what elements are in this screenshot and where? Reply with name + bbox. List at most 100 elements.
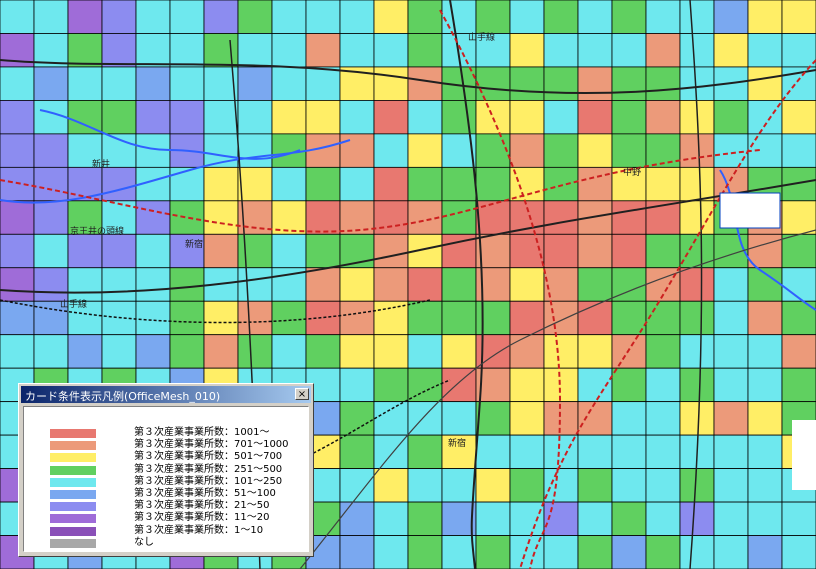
- mesh-cell[interactable]: [203, 166, 239, 202]
- mesh-cell[interactable]: [373, 501, 409, 536]
- mesh-cell[interactable]: [271, 200, 307, 235]
- mesh-cell[interactable]: [781, 233, 816, 269]
- mesh-cell[interactable]: [135, 0, 171, 34]
- mesh-cell[interactable]: [475, 133, 511, 168]
- mesh-cell[interactable]: [509, 66, 545, 101]
- mesh-cell[interactable]: [713, 300, 749, 336]
- mesh-cell[interactable]: [339, 200, 375, 235]
- mesh-cell[interactable]: [441, 434, 477, 469]
- mesh-cell[interactable]: [645, 501, 681, 536]
- mesh-cell[interactable]: [611, 166, 647, 202]
- mesh-cell[interactable]: [713, 468, 749, 503]
- mesh-cell[interactable]: [67, 66, 103, 101]
- mesh-cell[interactable]: [781, 267, 816, 302]
- mesh-cell[interactable]: [781, 501, 816, 536]
- mesh-cell[interactable]: [679, 166, 715, 202]
- mesh-cell[interactable]: [169, 334, 205, 369]
- mesh-cell[interactable]: [679, 300, 715, 336]
- mesh-cell[interactable]: [339, 434, 375, 469]
- mesh-cell[interactable]: [781, 367, 816, 403]
- mesh-cell[interactable]: [611, 401, 647, 436]
- mesh-cell[interactable]: [713, 434, 749, 469]
- mesh-cell[interactable]: [781, 334, 816, 369]
- mesh-cell[interactable]: [781, 100, 816, 135]
- mesh-cell[interactable]: [441, 0, 477, 34]
- mesh-cell[interactable]: [237, 267, 273, 302]
- legend-titlebar[interactable]: カード条件表示凡例(OfficeMesh_010) ×: [21, 386, 311, 403]
- mesh-cell[interactable]: [747, 300, 783, 336]
- mesh-cell[interactable]: [441, 200, 477, 235]
- mesh-cell[interactable]: [747, 133, 783, 168]
- mesh-cell[interactable]: [271, 133, 307, 168]
- mesh-cell[interactable]: [747, 0, 783, 34]
- mesh-cell[interactable]: [33, 66, 69, 101]
- mesh-cell[interactable]: [509, 33, 545, 68]
- mesh-cell[interactable]: [543, 367, 579, 403]
- mesh-cell[interactable]: [373, 300, 409, 336]
- mesh-cell[interactable]: [645, 300, 681, 336]
- mesh-cell[interactable]: [407, 33, 443, 68]
- mesh-cell[interactable]: [543, 233, 579, 269]
- mesh-cell[interactable]: [67, 233, 103, 269]
- mesh-cell[interactable]: [679, 267, 715, 302]
- mesh-cell[interactable]: [509, 468, 545, 503]
- mesh-cell[interactable]: [33, 200, 69, 235]
- mesh-cell[interactable]: [305, 334, 341, 369]
- mesh-cell[interactable]: [33, 133, 69, 168]
- mesh-cell[interactable]: [543, 535, 579, 569]
- mesh-cell[interactable]: [271, 0, 307, 34]
- mesh-cell[interactable]: [747, 66, 783, 101]
- mesh-cell[interactable]: [611, 33, 647, 68]
- mesh-cell[interactable]: [679, 66, 715, 101]
- mesh-cell[interactable]: [67, 334, 103, 369]
- mesh-cell[interactable]: [237, 300, 273, 336]
- mesh-cell[interactable]: [135, 200, 171, 235]
- mesh-cell[interactable]: [713, 535, 749, 569]
- mesh-cell[interactable]: [0, 100, 35, 135]
- mesh-cell[interactable]: [67, 300, 103, 336]
- mesh-cell[interactable]: [101, 0, 137, 34]
- mesh-cell[interactable]: [135, 66, 171, 101]
- mesh-cell[interactable]: [135, 267, 171, 302]
- mesh-cell[interactable]: [101, 267, 137, 302]
- mesh-cell[interactable]: [33, 100, 69, 135]
- mesh-cell[interactable]: [237, 233, 273, 269]
- mesh-cell[interactable]: [33, 166, 69, 202]
- mesh-cell[interactable]: [645, 401, 681, 436]
- mesh-cell[interactable]: [679, 200, 715, 235]
- mesh-cell[interactable]: [611, 434, 647, 469]
- mesh-cell[interactable]: [407, 0, 443, 34]
- mesh-cell[interactable]: [441, 100, 477, 135]
- mesh-cell[interactable]: [747, 501, 783, 536]
- mesh-cell[interactable]: [509, 434, 545, 469]
- mesh-cell[interactable]: [67, 133, 103, 168]
- mesh-cell[interactable]: [0, 200, 35, 235]
- mesh-cell[interactable]: [645, 468, 681, 503]
- mesh-cell[interactable]: [373, 66, 409, 101]
- mesh-cell[interactable]: [577, 300, 613, 336]
- mesh-cell[interactable]: [339, 401, 375, 436]
- mesh-cell[interactable]: [271, 334, 307, 369]
- mesh-cell[interactable]: [237, 334, 273, 369]
- mesh-cell[interactable]: [203, 334, 239, 369]
- mesh-cell[interactable]: [577, 66, 613, 101]
- mesh-cell[interactable]: [543, 200, 579, 235]
- mesh-cell[interactable]: [781, 200, 816, 235]
- mesh-cell[interactable]: [781, 133, 816, 168]
- mesh-cell[interactable]: [169, 33, 205, 68]
- mesh-cell[interactable]: [305, 300, 341, 336]
- mesh-cell[interactable]: [611, 0, 647, 34]
- mesh-cell[interactable]: [475, 468, 511, 503]
- mesh-cell[interactable]: [203, 0, 239, 34]
- mesh-cell[interactable]: [747, 367, 783, 403]
- mesh-cell[interactable]: [271, 100, 307, 135]
- mesh-cell[interactable]: [407, 300, 443, 336]
- mesh-cell[interactable]: [679, 334, 715, 369]
- mesh-cell[interactable]: [271, 300, 307, 336]
- mesh-cell[interactable]: [339, 267, 375, 302]
- mesh-cell[interactable]: [611, 200, 647, 235]
- mesh-cell[interactable]: [577, 468, 613, 503]
- mesh-cell[interactable]: [645, 100, 681, 135]
- mesh-cell[interactable]: [713, 100, 749, 135]
- mesh-cell[interactable]: [645, 166, 681, 202]
